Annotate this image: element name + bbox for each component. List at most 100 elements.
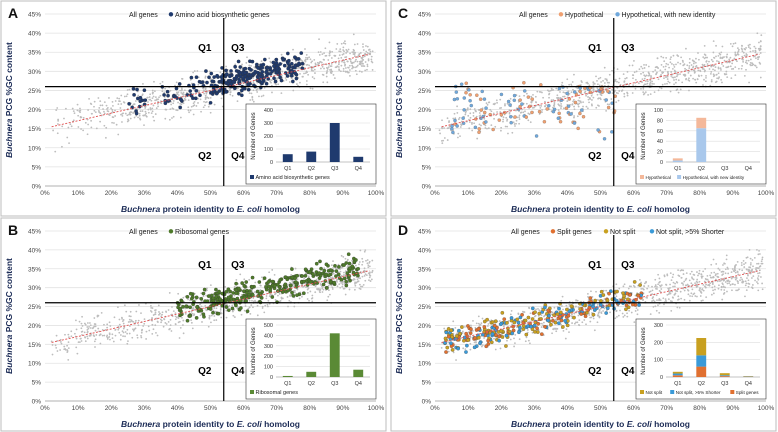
all-genes-point — [759, 52, 762, 54]
all-genes-point — [649, 93, 652, 96]
all-genes-point — [356, 43, 359, 45]
all-genes-point — [596, 93, 599, 96]
all-genes-point — [689, 74, 692, 77]
all-genes-point — [578, 100, 581, 102]
all-genes-point — [118, 97, 121, 100]
all-genes-point — [713, 56, 715, 59]
all-genes-point — [475, 341, 477, 344]
all-genes-point — [278, 291, 281, 294]
all-genes-point — [89, 327, 92, 329]
all-genes-point — [159, 82, 162, 85]
quadrant-label-q3: Q3 — [621, 43, 635, 54]
all-genes-point — [741, 269, 744, 272]
all-genes-point — [329, 50, 331, 53]
highlight-point — [526, 315, 531, 320]
highlight-point — [205, 80, 209, 85]
all-genes-point — [656, 57, 659, 60]
all-genes-point — [292, 89, 295, 92]
all-genes-point — [673, 79, 675, 81]
all-genes-point — [615, 283, 618, 286]
y-tick-label: 35% — [28, 266, 41, 273]
all-genes-point — [288, 81, 291, 83]
all-genes-point — [66, 351, 69, 354]
all-genes-point — [631, 92, 634, 94]
all-genes-point — [587, 98, 590, 101]
highlight-point — [250, 284, 254, 289]
all-genes-point — [63, 117, 65, 120]
all-genes-point — [106, 323, 109, 326]
all-genes-point — [714, 288, 716, 291]
all-genes-point — [152, 95, 155, 98]
all-genes-point — [122, 101, 125, 103]
all-genes-point — [721, 56, 724, 59]
highlight-point — [466, 338, 470, 342]
all-genes-point — [356, 64, 359, 67]
x-tick-label: 40% — [171, 405, 184, 412]
all-genes-point — [737, 48, 740, 51]
all-genes-point — [84, 323, 87, 326]
all-genes-point — [747, 282, 750, 285]
all-genes-point — [731, 289, 733, 292]
all-genes-point — [151, 91, 154, 94]
highlight-point — [291, 293, 296, 298]
all-genes-point — [513, 345, 515, 348]
all-genes-point — [708, 60, 710, 63]
all-genes-point — [236, 307, 239, 310]
all-genes-point — [114, 109, 116, 112]
all-genes-point — [228, 304, 231, 307]
all-genes-point — [76, 109, 79, 112]
all-genes-point — [94, 325, 97, 328]
all-genes-point — [526, 329, 529, 331]
highlight-point — [202, 287, 207, 292]
all-genes-point — [714, 274, 717, 277]
all-genes-point — [687, 71, 690, 74]
all-genes-point — [171, 306, 173, 308]
all-genes-point — [757, 289, 760, 292]
highlight-point — [231, 79, 236, 84]
all-genes-point — [477, 322, 480, 325]
all-genes-point — [749, 266, 752, 269]
all-genes-point — [134, 319, 137, 322]
all-genes-point — [106, 334, 109, 337]
highlight-point — [535, 326, 539, 331]
inset-y-tick-label: 200 — [264, 134, 273, 140]
all-genes-point — [89, 322, 91, 324]
all-genes-point — [701, 275, 704, 278]
all-genes-point — [438, 129, 441, 132]
all-genes-point — [456, 105, 459, 108]
highlight-point — [504, 333, 509, 338]
highlight-point — [217, 89, 222, 93]
all-genes-point — [518, 114, 521, 117]
highlight-point — [303, 267, 308, 272]
all-genes-point — [301, 75, 304, 78]
all-genes-point — [371, 271, 373, 274]
all-genes-point — [743, 266, 746, 268]
highlight-point — [225, 72, 229, 76]
all-genes-point — [253, 66, 256, 69]
trendline — [51, 270, 370, 343]
inset-y-axis-label: Number of Genes — [251, 112, 257, 159]
all-genes-point — [141, 328, 144, 331]
all-genes-point — [141, 110, 144, 112]
all-genes-point — [52, 129, 55, 132]
all-genes-point — [528, 307, 531, 310]
all-genes-point — [293, 305, 296, 308]
all-genes-point — [649, 313, 652, 316]
all-genes-point — [102, 108, 104, 110]
all-genes-point — [94, 329, 97, 332]
inset-x-tick-label: Q3 — [331, 381, 338, 387]
all-genes-point — [248, 306, 251, 309]
all-genes-point — [269, 293, 272, 296]
all-genes-point — [737, 67, 740, 70]
all-genes-point — [99, 104, 102, 107]
all-genes-point — [93, 325, 96, 328]
all-genes-point — [542, 324, 544, 327]
all-genes-point — [359, 249, 362, 252]
highlight-point — [530, 306, 535, 311]
all-genes-point — [466, 107, 469, 110]
x-axis-label: Buchnera protein identity to E. coli hom… — [511, 419, 690, 429]
highlight-point — [224, 305, 229, 309]
all-genes-point — [728, 280, 731, 283]
highlight-point — [518, 98, 522, 102]
